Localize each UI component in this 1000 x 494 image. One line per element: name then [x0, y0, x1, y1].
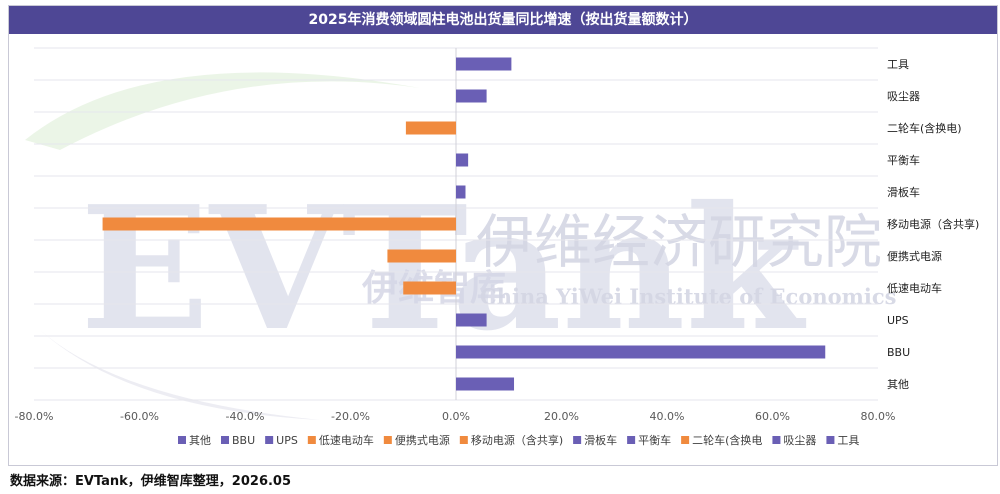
category-label: 滑板车	[887, 185, 920, 199]
category-label: 移动电源（含共享)	[887, 217, 979, 231]
legend-swatch	[383, 436, 392, 444]
legend-label: 滑板车	[584, 433, 617, 447]
legend: 其他 BBU UPS 低速电动车 便携式电源 移动电源（含共享) 滑板车 平衡车 二轮车(含换电…	[178, 433, 859, 447]
legend-label: 移动电源（含共享)	[471, 433, 563, 447]
category-label: 便携式电源	[887, 249, 942, 263]
legend-swatch	[178, 436, 186, 444]
x-tick-label: 40.0%	[650, 410, 685, 423]
category-label: 吸尘器	[887, 90, 920, 103]
bar-4	[456, 185, 466, 199]
bar-1	[456, 89, 487, 103]
watermark-en-text: China YiWei Institute of Economics	[480, 284, 896, 309]
x-tick-labels: -80.0% -60.0% -40.0% -20.0% 0.0% 20.0% 40.0% 60…	[15, 410, 896, 423]
x-tick-label: -20.0%	[331, 410, 370, 423]
legend-label: 其他	[189, 434, 211, 447]
legend-swatch	[307, 436, 316, 444]
legend-swatch	[772, 436, 781, 444]
bars	[102, 57, 826, 391]
category-label: 平衡车	[887, 153, 920, 167]
legend-label: 工具	[837, 434, 859, 447]
category-label: BBU	[887, 346, 910, 359]
legend-swatch	[627, 436, 636, 444]
legend-label: BBU	[232, 434, 255, 447]
x-tick-label: 20.0%	[544, 410, 579, 423]
bar-8	[456, 313, 487, 327]
category-label: 其他	[887, 378, 909, 391]
source-footnote: 数据来源：EVTank，伊维智库整理，2026.05	[10, 474, 292, 489]
watermark-cn-text: 伊维经济研究院	[476, 208, 882, 276]
legend-swatch	[459, 436, 468, 444]
legend-label: UPS	[276, 434, 298, 447]
chart-title: 2025年消费领域圆柱电池出货量同比增速（按出货量额数计）	[9, 6, 997, 34]
gridlines	[34, 47, 878, 401]
x-tick-label: 0.0%	[442, 410, 470, 423]
legend-swatch	[221, 436, 229, 444]
category-label: 工具	[887, 58, 909, 71]
bar-9	[456, 345, 826, 359]
bar-6	[387, 249, 456, 263]
legend-label: 低速电动车	[319, 433, 374, 447]
x-tick-label: -40.0%	[226, 410, 265, 423]
bar-5	[102, 217, 456, 231]
legend-swatch	[573, 436, 582, 444]
category-label: 二轮车(含换电)	[887, 121, 962, 135]
legend-swatch	[681, 436, 690, 444]
legend-label: 平衡车	[638, 433, 671, 447]
legend-label: 便携式电源	[395, 433, 450, 447]
x-tick-label: -80.0%	[15, 410, 54, 423]
bar-0	[456, 57, 512, 71]
bar-7	[403, 281, 456, 295]
legend-label: 二轮车(含换电	[692, 433, 762, 447]
x-tick-label: 60.0%	[755, 410, 790, 423]
bar-10	[456, 377, 515, 391]
legend-swatch	[826, 436, 835, 444]
bar-3	[456, 153, 469, 167]
x-tick-label: -60.0%	[120, 410, 159, 423]
bar-2	[405, 121, 456, 135]
x-tick-label: 80.0%	[861, 410, 896, 423]
legend-label: 吸尘器	[783, 434, 816, 447]
legend-swatch	[265, 436, 274, 444]
category-label: 低速电动车	[887, 281, 942, 295]
category-label: UPS	[887, 314, 909, 327]
